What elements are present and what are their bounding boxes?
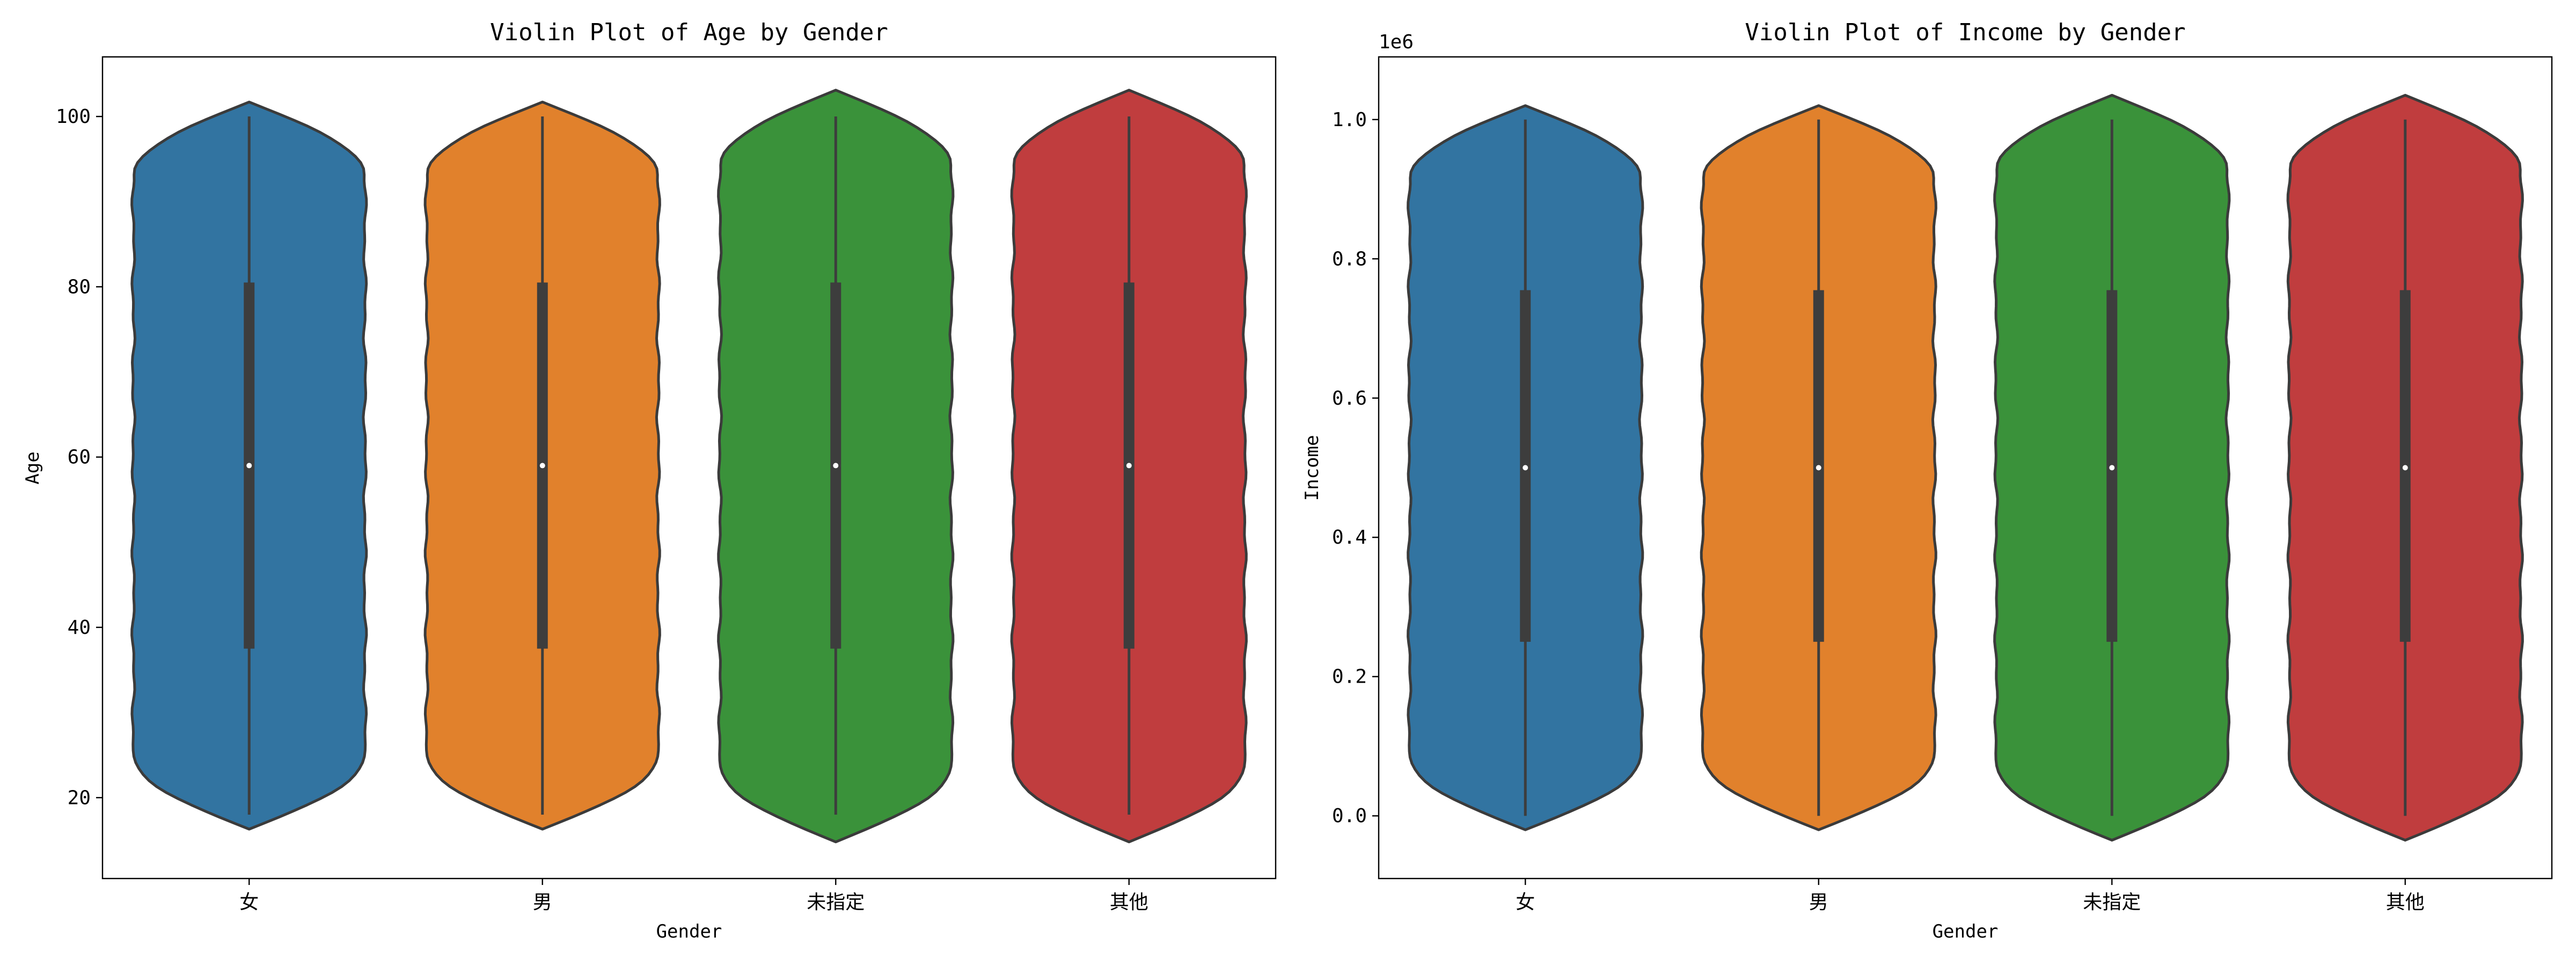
violin-median-dot: [1816, 465, 1821, 471]
y-tick-label: 1.0: [1332, 109, 1367, 131]
x-tick-label: 男: [533, 891, 552, 913]
x-tick-label: 未指定: [807, 891, 865, 913]
x-axis-label: Gender: [1933, 921, 1999, 942]
income-violin-panel: Violin Plot of Income by Gender Gender I…: [1301, 19, 2553, 942]
age-axes-frame: [101, 56, 1277, 880]
y-tick-label: 0.8: [1332, 248, 1367, 270]
violin-median-dot: [833, 463, 839, 469]
age-plot-layer: 20 40 60 80 100 女 男 未指定 其他: [56, 89, 1248, 913]
y-tick-label: 60: [68, 447, 91, 469]
violin-median-dot: [2109, 465, 2115, 471]
violin-median-dot: [246, 463, 252, 469]
y-tick-label: 0.4: [1332, 526, 1367, 548]
y-tick-label: 20: [68, 787, 91, 809]
x-tick-label: 女: [239, 891, 259, 913]
x-tick-label: 男: [1809, 891, 1828, 913]
y-axis-offset-text: 1e6: [1379, 31, 1414, 53]
y-axis-label: Income: [1301, 435, 1323, 501]
income-axes-frame: [1378, 56, 2553, 880]
y-tick-label: 40: [68, 617, 91, 639]
x-axis-label: Gender: [656, 921, 722, 942]
violin-median-dot: [1126, 463, 1132, 469]
violin-median-dot: [2402, 465, 2408, 471]
chart-title: Violin Plot of Income by Gender: [1745, 19, 2185, 46]
y-tick-label: 100: [56, 106, 91, 128]
x-tick-label: 未指定: [2083, 891, 2141, 913]
violin-median-dot: [1523, 465, 1528, 471]
income-plot-layer: 0.0 0.2 0.4 0.6 0.8 1.0 女 男 未指定 其他: [1332, 93, 2524, 913]
age-violin-panel: Violin Plot of Age by Gender Gender Age …: [22, 19, 1277, 942]
x-tick-label: 其他: [1110, 891, 1148, 913]
chart-title: Violin Plot of Age by Gender: [490, 19, 888, 46]
y-tick-label: 80: [68, 276, 91, 298]
x-tick-label: 女: [1516, 891, 1535, 913]
y-tick-label: 0.6: [1332, 387, 1367, 409]
y-axis-label: Age: [22, 451, 43, 484]
violin-median-dot: [539, 463, 545, 469]
x-tick-label: 其他: [2386, 891, 2425, 913]
y-tick-label: 0.0: [1332, 805, 1367, 827]
y-tick-label: 0.2: [1332, 666, 1367, 688]
